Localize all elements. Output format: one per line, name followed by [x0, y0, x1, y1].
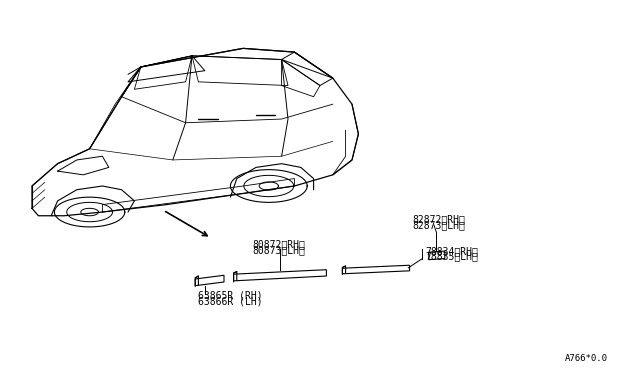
Text: 78834〈RH〉: 78834〈RH〉: [426, 246, 479, 256]
Text: 80872〈RH〉: 80872〈RH〉: [253, 239, 306, 249]
Text: 63866R (LH): 63866R (LH): [198, 296, 263, 306]
Text: A766*0.0: A766*0.0: [565, 354, 608, 363]
Text: 78835〈LH〉: 78835〈LH〉: [426, 251, 479, 262]
Text: 63865R (RH): 63865R (RH): [198, 290, 263, 300]
Text: 82873〈LH〉: 82873〈LH〉: [413, 220, 466, 230]
Text: 82872〈RH〉: 82872〈RH〉: [413, 214, 466, 224]
Text: 80873〈LH〉: 80873〈LH〉: [253, 245, 306, 255]
